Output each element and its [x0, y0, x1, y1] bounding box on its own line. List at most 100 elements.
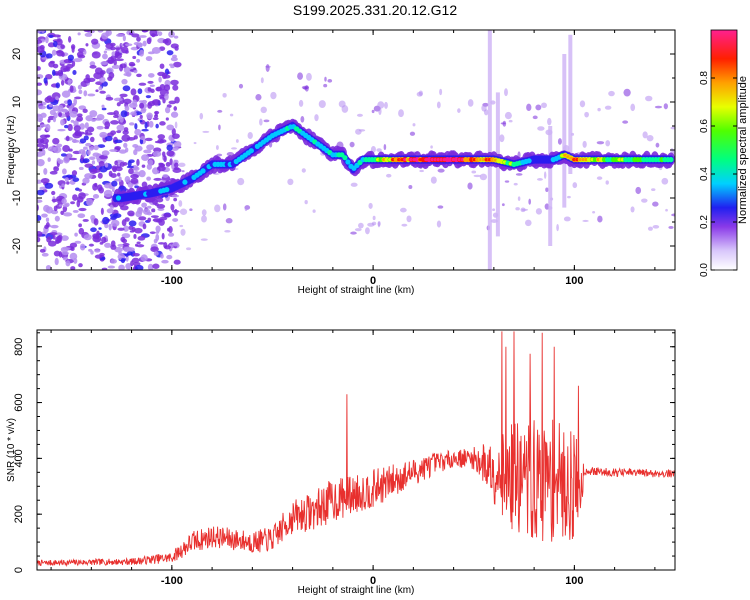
- noise-blob: [371, 109, 375, 114]
- noise-blob: [45, 36, 49, 44]
- noise-blob: [117, 227, 125, 231]
- noise-blob: [82, 177, 90, 184]
- noise-blob: [76, 115, 84, 122]
- noise-blob: [133, 67, 137, 71]
- noise-blob: [128, 220, 137, 227]
- noise-blob: [65, 260, 71, 267]
- y-tick-label: 0: [11, 147, 23, 153]
- noise-blob: [229, 113, 234, 117]
- noise-blob: [45, 53, 53, 59]
- noise-blob: [436, 101, 441, 109]
- noise-blob: [37, 89, 43, 96]
- noise-blob: [186, 247, 192, 251]
- noise-blob: [147, 51, 155, 55]
- noise-blob: [323, 83, 328, 88]
- noise-blob: [635, 186, 642, 195]
- noise-blob: [155, 123, 159, 129]
- noise-blob: [140, 136, 146, 141]
- noise-blob: [301, 168, 306, 173]
- noise-blob: [157, 31, 163, 36]
- noise-blob: [94, 249, 101, 253]
- noise-blob: [60, 153, 67, 157]
- noise-blob: [154, 140, 162, 144]
- noise-blob: [159, 121, 166, 126]
- noise-blob: [88, 248, 93, 252]
- noise-blob: [66, 63, 74, 69]
- noise-blob: [101, 104, 105, 109]
- noise-blob: [61, 198, 67, 205]
- noise-blob: [300, 116, 305, 123]
- noise-blob: [301, 85, 310, 90]
- noise-blob: [37, 46, 45, 54]
- noise-blob: [652, 201, 659, 207]
- noise-blob: [567, 195, 571, 199]
- noise-blob: [45, 134, 51, 138]
- noise-blob: [545, 187, 549, 193]
- chart-title: S199.2025.331.20.12.G12: [292, 2, 458, 18]
- noise-blob: [83, 90, 88, 97]
- noise-blob: [72, 209, 79, 213]
- noise-blob: [557, 138, 562, 145]
- noise-blob: [255, 94, 262, 101]
- noise-blob: [49, 170, 58, 175]
- colorbar-label: Normalized spectral amplitude: [737, 76, 749, 224]
- noise-blob: [492, 208, 496, 211]
- noise-blob: [107, 265, 116, 269]
- noise-blob: [597, 215, 603, 223]
- noise-blob: [146, 205, 152, 209]
- noise-blob: [504, 111, 512, 120]
- noise-blob: [168, 232, 175, 237]
- noise-blob: [130, 177, 139, 184]
- noise-blob: [84, 132, 93, 136]
- noise-blob: [88, 243, 95, 247]
- noise-blob: [76, 113, 83, 118]
- noise-blob: [215, 145, 219, 150]
- noise-blob: [43, 77, 48, 84]
- y-tick-label: -10: [11, 190, 23, 206]
- noise-blob: [72, 69, 77, 76]
- ridge-core: [182, 179, 188, 185]
- noise-blob: [471, 170, 477, 174]
- noise-blob: [173, 140, 182, 148]
- noise-blob: [170, 65, 175, 69]
- noise-blob: [408, 184, 413, 190]
- noise-blob: [84, 163, 94, 168]
- noise-blob: [52, 137, 60, 145]
- noise-blob: [83, 49, 87, 55]
- noise-blob: [499, 134, 505, 143]
- noise-blob: [584, 111, 589, 118]
- noise-blob: [73, 120, 79, 126]
- noise-blob: [430, 145, 433, 149]
- noise-blob: [473, 174, 481, 178]
- noise-blob: [73, 125, 81, 132]
- noise-blob: [132, 55, 137, 60]
- noise-blob: [111, 51, 116, 57]
- noise-blob: [62, 205, 68, 213]
- noise-blob: [57, 69, 64, 77]
- noise-blob: [61, 52, 65, 57]
- noise-blob: [327, 78, 333, 83]
- noise-blob: [48, 34, 54, 39]
- noise-blob: [231, 147, 237, 150]
- noise-blob: [83, 234, 92, 241]
- noise-blob: [171, 209, 180, 213]
- y-tick-label: 400: [13, 449, 25, 467]
- noise-blob: [508, 119, 513, 123]
- noise-blob: [45, 222, 50, 228]
- snr-panel: [37, 331, 675, 568]
- noise-blob: [189, 208, 193, 212]
- noise-blob: [596, 141, 605, 145]
- noise-blob: [526, 103, 532, 112]
- noise-blob: [124, 43, 133, 47]
- noise-blob: [93, 144, 99, 151]
- noise-blob: [144, 137, 153, 142]
- noise-blob: [69, 252, 78, 261]
- noise-blob: [125, 253, 129, 257]
- noise-blob: [318, 100, 326, 109]
- noise-blob: [77, 213, 86, 219]
- noise-blob: [111, 184, 115, 193]
- noise-blob: [37, 39, 43, 44]
- noise-blob: [501, 203, 505, 207]
- noise-blob: [170, 79, 179, 86]
- noise-blob: [502, 120, 507, 127]
